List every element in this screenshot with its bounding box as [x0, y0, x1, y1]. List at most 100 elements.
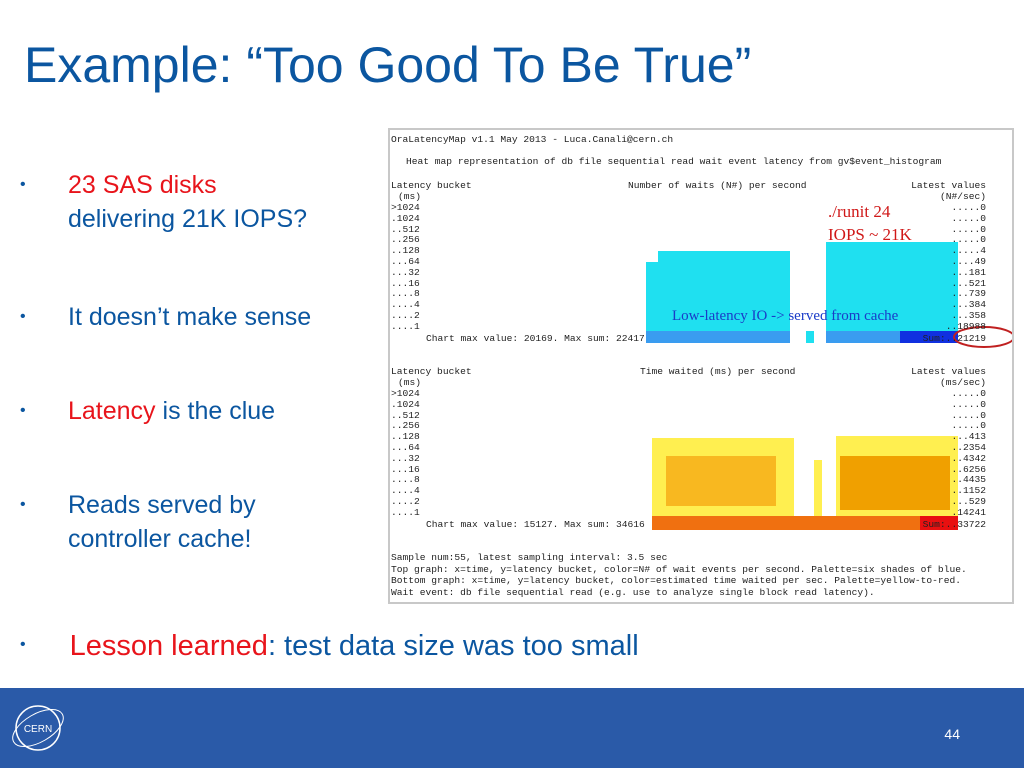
latest-value: ...529 — [951, 496, 986, 507]
latest-value: ...521 — [951, 277, 986, 289]
chart-footer: Chart max value: 20169. Max sum: 22417 — [426, 332, 645, 344]
latest-value: ..6256 — [951, 463, 986, 475]
bucket-unit: (ms) — [398, 191, 422, 202]
screenshot: OraLatencyMap v1.1 May 2013 - Luca.Canal… — [388, 128, 1014, 604]
bucket: ....1 — [391, 320, 420, 332]
bottom-heatmap — [652, 436, 958, 530]
latest-value: ....49 — [951, 256, 986, 267]
highlight-ellipse — [953, 326, 1012, 348]
graph-title: Number of waits (N#) per second — [628, 180, 807, 191]
bullet-text: Latency is the clue — [68, 394, 275, 428]
bucket: .1024 — [391, 398, 420, 410]
latest-value: ...358 — [951, 310, 986, 321]
latest-value: .....0 — [951, 388, 986, 399]
lesson-bullet: • Lesson learned: test data size was too … — [20, 630, 639, 663]
bullet-dot: • — [20, 176, 26, 193]
note-line: Sample num:55, latest sampling interval:… — [391, 552, 668, 563]
bullet-body: is the clue — [155, 397, 276, 425]
bucket: >1024 — [391, 388, 420, 399]
latest-label: Latest values — [911, 180, 986, 191]
bucket: ...64 — [391, 256, 420, 267]
bullet-highlight: Latency — [68, 397, 156, 425]
bucket: .1024 — [391, 212, 420, 224]
chart-footer: Chart max value: 15127. Max sum: 34616 — [426, 518, 645, 530]
note-line: Bottom graph: x=time, y=latency bucket, … — [391, 575, 961, 587]
lesson-highlight: Lesson learned — [69, 630, 268, 662]
bucket: ...32 — [391, 266, 420, 278]
bucket: ..256 — [391, 420, 420, 432]
annotation: IOPS ~ 21K — [828, 225, 912, 244]
header-line: Heat map representation of db file seque… — [406, 156, 942, 167]
latest-value: .....0 — [951, 212, 986, 224]
bucket: >1024 — [391, 202, 420, 213]
latest-value: ...384 — [951, 299, 986, 311]
bucket: ....1 — [391, 506, 420, 518]
bucket: ....2 — [391, 496, 420, 507]
latest-value: ...181 — [951, 266, 986, 278]
bullet-dot: • — [20, 402, 26, 419]
bullet-body: Reads served by controller cache! — [68, 491, 256, 553]
bullet-dot: • — [20, 308, 26, 325]
bullet-dot: • — [20, 636, 26, 653]
bucket-unit: (ms) — [398, 377, 422, 388]
latest-unit: (N#/sec) — [939, 191, 986, 202]
bucket: ..512 — [391, 223, 420, 235]
latest-value: .14241 — [951, 506, 986, 518]
logo-text: CERN — [24, 724, 52, 735]
latest-value: .....4 — [951, 245, 986, 257]
latest-value: ...413 — [951, 431, 986, 443]
latest-value: .....0 — [951, 223, 986, 235]
bullet-body: It doesn’t make sense — [68, 303, 312, 331]
graph-title: Time waited (ms) per second — [640, 366, 796, 377]
bucket: ....2 — [391, 310, 420, 321]
bucket-label: Latency bucket — [391, 366, 472, 377]
bucket: ..512 — [391, 409, 420, 421]
bullet-dot: • — [20, 496, 26, 513]
bucket: ....8 — [391, 288, 420, 300]
latest-value: .....0 — [951, 409, 986, 421]
bullet-body: delivering 21K IOPS? — [68, 205, 308, 233]
bullet-text: 23 SAS disks delivering 21K IOPS? — [68, 168, 307, 236]
latest-value: .....0 — [951, 398, 986, 410]
slide-title: Example: “Too Good To Be True” — [24, 37, 752, 93]
sum: Sum:..33722 — [922, 518, 986, 530]
page-number: 44 — [944, 726, 960, 742]
heatmaps — [646, 242, 1012, 530]
top-heatmap — [646, 242, 958, 343]
bullet-text: Reads served by controller cache! — [68, 488, 328, 556]
bullet-highlight: 23 SAS disks — [68, 171, 217, 199]
latest-value: .....0 — [951, 234, 986, 246]
annotation: ./runit 24 — [828, 202, 891, 221]
header-line: OraLatencyMap v1.1 May 2013 - Luca.Canal… — [391, 134, 674, 145]
note-line: Wait event: db file sequential read (e.g… — [391, 586, 875, 598]
bucket: ....8 — [391, 474, 420, 486]
bucket: ....4 — [391, 299, 420, 311]
bucket: ...16 — [391, 277, 420, 289]
bucket: ..256 — [391, 234, 420, 246]
bucket: ..128 — [391, 431, 420, 443]
bucket-label: Latency bucket — [391, 180, 472, 191]
cern-logo: CERN — [12, 705, 64, 751]
sum: Sum:..21219 — [922, 332, 986, 344]
latest-value: ..4342 — [951, 452, 986, 464]
footer-bar: CERN 44 — [0, 688, 1024, 768]
latest-unit: (ms/sec) — [939, 377, 986, 388]
annotation: Low-latency IO -> served from cache — [672, 308, 899, 324]
bucket: ...32 — [391, 452, 420, 464]
bucket: ....4 — [391, 485, 420, 497]
latest-value: .....0 — [951, 420, 986, 432]
bullet-text: It doesn’t make sense — [68, 300, 311, 334]
latest-value: ..4435 — [951, 474, 986, 486]
latest-value: .....0 — [951, 202, 986, 213]
latest-label: Latest values — [911, 366, 986, 377]
latest-value: ..1152 — [951, 485, 986, 497]
note-line: Top graph: x=time, y=latency bucket, col… — [391, 563, 967, 575]
latest-value: ...739 — [951, 288, 986, 300]
lesson-text: : test data size was too small — [267, 630, 639, 662]
latest-value: ..2354 — [951, 442, 986, 453]
bucket: ...16 — [391, 463, 420, 475]
bucket: ...64 — [391, 442, 420, 453]
bucket: ..128 — [391, 245, 420, 257]
latest-value: ..18988 — [945, 320, 986, 332]
